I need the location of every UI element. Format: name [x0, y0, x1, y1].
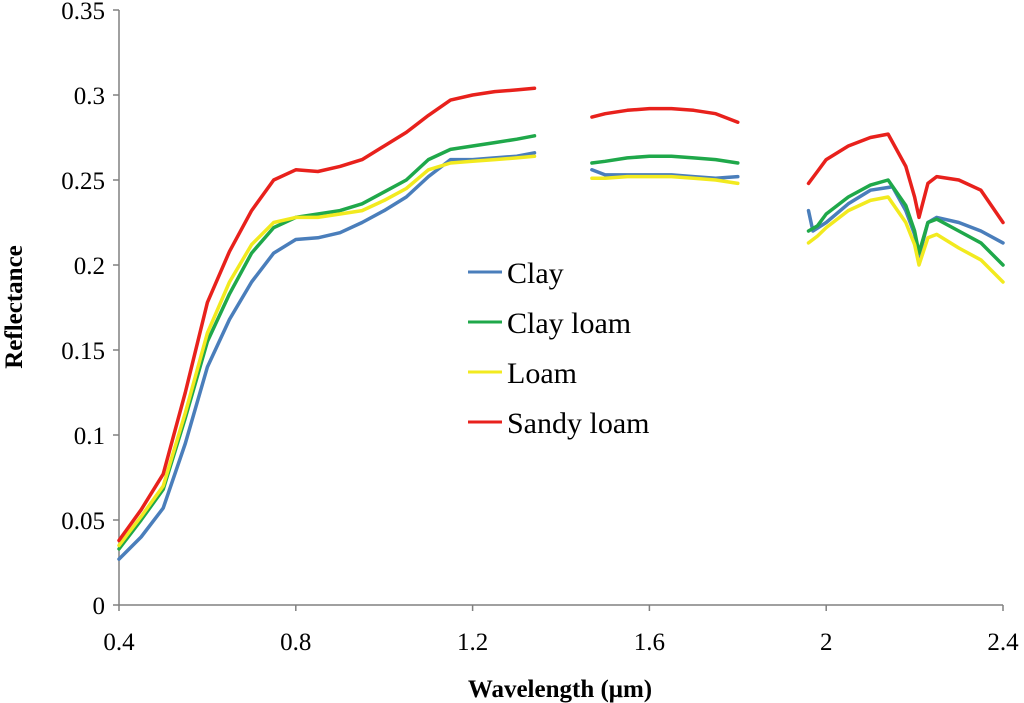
series-line-loam [806, 195, 1005, 284]
series-line-clay-loam [117, 134, 537, 551]
x-tick-label: 0.8 [280, 629, 311, 656]
y-axis-title: Reflectance [1, 245, 28, 369]
x-axis-title: Wavelength (μm) [468, 676, 652, 703]
legend-label-clay-loam: Clay loam [507, 307, 631, 340]
y-tick-label: 0 [93, 593, 106, 620]
series-line-loam [117, 154, 537, 548]
series-line-clay-loam [590, 154, 740, 165]
x-tick-label: 1.6 [634, 629, 665, 656]
y-axis-ticks: 0 0.05 0.1 0.15 0.2 0.25 0.3 0.35 [61, 0, 119, 620]
x-axis-ticks: 0.4 0.8 1.2 1.6 2 2.4 [103, 605, 1019, 656]
y-tick-label: 0.3 [74, 83, 105, 110]
y-tick-label: 0.35 [61, 0, 105, 25]
legend-label-loam: Loam [507, 357, 577, 390]
series-lines [117, 86, 1005, 561]
series-line-sandy-loam [806, 132, 1005, 225]
x-tick-label: 2.4 [987, 629, 1019, 656]
series-line-sandy-loam [117, 86, 537, 543]
y-tick-label: 0.1 [74, 423, 105, 450]
legend-label-sandy-loam: Sandy loam [507, 407, 650, 440]
y-tick-label: 0.05 [61, 508, 105, 535]
x-tick-label: 2 [820, 629, 833, 656]
series-line-loam [590, 174, 740, 186]
series-line-clay-loam [806, 178, 1005, 267]
y-tick-label: 0.25 [61, 168, 105, 195]
legend: Clay Clay loam Loam Sandy loam [468, 257, 650, 440]
legend-label-clay: Clay [507, 257, 564, 290]
series-line-clay [117, 151, 537, 561]
series-line-sandy-loam [590, 106, 740, 124]
y-tick-label: 0.2 [74, 253, 105, 280]
x-tick-label: 1.2 [457, 629, 488, 656]
x-tick-label: 0.4 [103, 629, 135, 656]
y-tick-label: 0.15 [61, 338, 105, 365]
axes [118, 10, 1003, 606]
